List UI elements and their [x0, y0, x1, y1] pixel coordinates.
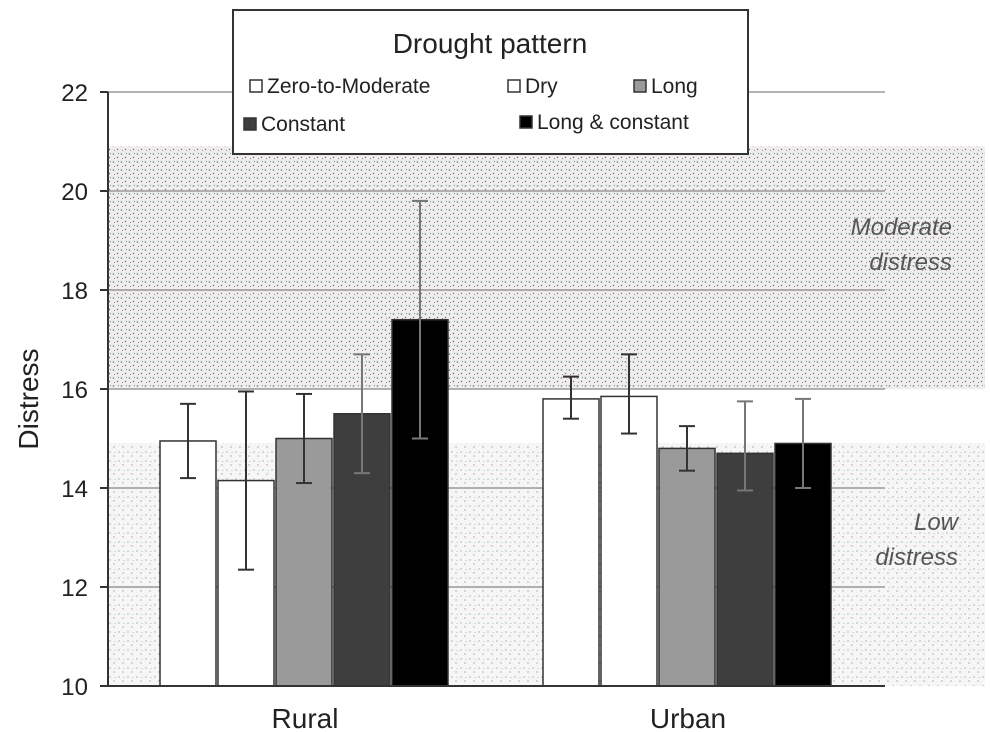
band-label-line: distress — [875, 544, 958, 571]
legend-item-label: Constant — [261, 113, 345, 136]
legend-item-label: Zero-to-Moderate — [267, 75, 430, 98]
legend-swatch — [249, 79, 263, 93]
y-tick-label: 12 — [61, 575, 88, 602]
y-tick-label: 16 — [61, 377, 88, 404]
legend-swatch — [519, 115, 533, 129]
bar-1-1 — [600, 395, 658, 687]
legend: Drought pattern Zero-to-Moderate Dry Long Co… — [232, 9, 749, 155]
band-label-line: Low — [914, 509, 960, 536]
y-tick-label: 10 — [61, 674, 88, 701]
x-category-label: Rural — [272, 703, 339, 732]
bars — [159, 199, 832, 687]
bar-0-0 — [159, 440, 217, 687]
y-axis-title: Distress — [13, 348, 44, 449]
legend-item-label: Long & constant — [537, 111, 689, 134]
legend-box — [232, 9, 749, 155]
y-tick-label: 14 — [61, 476, 88, 503]
bar-1-2 — [658, 447, 716, 687]
legend-swatch — [243, 117, 257, 131]
legend-swatch — [507, 79, 521, 93]
legend-item-label: Long — [651, 75, 698, 98]
y-tick-label: 18 — [61, 278, 88, 305]
bar-1-0 — [542, 398, 600, 687]
legend-title: Drought pattern — [393, 28, 588, 59]
band-label-line: distress — [869, 249, 952, 276]
legend-item-label: Dry — [525, 75, 558, 98]
y-tick-label: 20 — [61, 179, 88, 206]
legend-swatch — [633, 79, 647, 93]
band-moderate — [108, 146, 985, 389]
bar-1-3 — [716, 452, 774, 687]
band-label-line: Moderate — [851, 214, 952, 241]
y-tick-label: 22 — [61, 80, 88, 107]
x-category-label: Urban — [650, 703, 726, 732]
axes: 10 12 14 16 18 20 22 Distress Rural Urban — [13, 80, 885, 732]
